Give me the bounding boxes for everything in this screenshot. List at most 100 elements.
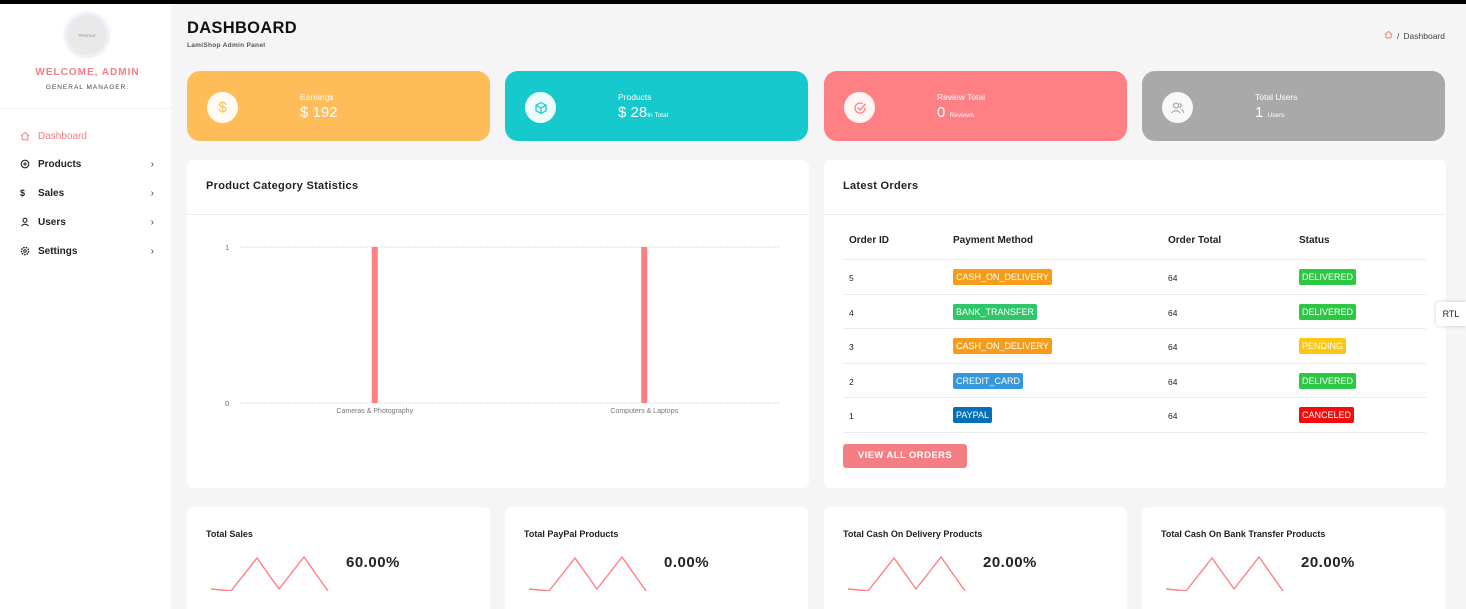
stat-value: $ 28In Total [618, 104, 669, 121]
total-sales-card: Total Sales 60.00% [187, 507, 490, 609]
panel-title: Latest Orders [843, 180, 919, 192]
dollar-icon: $ [207, 92, 238, 123]
avatar-text: PROFILE [78, 32, 96, 38]
panel-title: Product Category Statistics [206, 180, 359, 192]
order-total-cell: 64 [1168, 342, 1178, 352]
row-divider [843, 363, 1426, 364]
chevron-right-icon: › [150, 216, 154, 228]
rtl-toggle-button[interactable]: RTL [1436, 302, 1466, 326]
payment-method-badge: BANK_TRANSFER [953, 304, 1038, 320]
bank-transfer-products-card: Total Cash On Bank Transfer Products 20.… [1142, 507, 1445, 609]
status-badge: CANCELED [1299, 407, 1355, 423]
card-percent: 0.00% [664, 554, 710, 571]
card-percent: 20.00% [983, 554, 1037, 571]
sidebar-item-sales[interactable]: $ Sales › [20, 185, 158, 201]
sidebar-item-products[interactable]: Products › [20, 156, 158, 172]
home-icon[interactable] [1384, 30, 1393, 41]
row-divider [843, 259, 1426, 260]
panel-divider [824, 214, 1446, 215]
chevron-right-icon: › [150, 158, 154, 170]
home-icon [20, 131, 38, 141]
sidebar-item-label: Settings [38, 245, 78, 257]
sidebar-item-dashboard[interactable]: Dashboard [20, 128, 158, 144]
column-header-status[interactable]: Status [1299, 235, 1330, 246]
stat-value: 1 Users [1255, 104, 1285, 121]
order-id-cell: 5 [849, 273, 854, 283]
sparkline-chart [847, 555, 966, 591]
sidebar-item-settings[interactable]: Settings › [20, 243, 158, 259]
x-tick-label: Computers & Laptops [610, 408, 678, 415]
stat-value: 0 Reviews [937, 104, 975, 121]
sparkline-chart [528, 555, 647, 591]
order-total-cell: 64 [1168, 308, 1178, 318]
view-all-orders-button[interactable]: VIEW ALL ORDERS [843, 444, 967, 468]
avatar[interactable]: PROFILE [67, 15, 107, 55]
order-total-cell: 64 [1168, 411, 1178, 421]
card-percent: 20.00% [1301, 554, 1355, 571]
sparkline-chart [1165, 555, 1284, 591]
stat-suffix: In Total [647, 112, 669, 119]
order-id-cell: 4 [849, 308, 854, 318]
y-tick-label: 1 [225, 245, 229, 252]
column-header-order-id[interactable]: Order ID [849, 235, 890, 246]
latest-orders-panel: Latest Orders Order ID Payment Method Or… [824, 160, 1446, 488]
paypal-products-card: Total PayPal Products 0.00% [505, 507, 808, 609]
row-divider [843, 397, 1426, 398]
sidebar-item-label: Products [38, 158, 82, 170]
card-title: Total Cash On Delivery Products [843, 529, 983, 539]
card-title: Total Cash On Bank Transfer Products [1161, 529, 1326, 539]
x-tick-label: Cameras & Photography [336, 408, 413, 415]
status-badge: PENDING [1299, 338, 1347, 354]
column-header-payment-method[interactable]: Payment Method [953, 235, 1034, 246]
stat-value: $ 192 [300, 104, 338, 121]
app-frame: PROFILE WELCOME, ADMIN GENERAL MANAGER. … [0, 4, 1466, 609]
panel-divider [187, 214, 809, 215]
card-percent: 60.00% [346, 554, 400, 571]
status-badge: DELIVERED [1299, 304, 1357, 320]
row-divider [843, 294, 1426, 295]
breadcrumb: / Dashboard [1384, 30, 1445, 41]
products-card[interactable]: Products $ 28In Total [505, 71, 808, 141]
order-total-cell: 64 [1168, 273, 1178, 283]
stat-suffix: Reviews [949, 112, 975, 119]
sidebar-item-label: Dashboard [38, 130, 87, 142]
payment-method-badge: CASH_ON_DELIVERY [953, 269, 1052, 285]
cod-products-card: Total Cash On Delivery Products 20.00% [824, 507, 1127, 609]
sidebar-item-label: Users [38, 216, 66, 228]
payment-method-badge: CREDIT_CARD [953, 373, 1024, 389]
status-badge: DELIVERED [1299, 269, 1357, 285]
dollar-icon: $ [20, 188, 26, 198]
reviews-card[interactable]: Review Total 0 Reviews [824, 71, 1127, 141]
stat-label: Products [618, 92, 652, 102]
page-title: DASHBOARD [187, 19, 297, 37]
sidebar: PROFILE WELCOME, ADMIN GENERAL MANAGER. … [0, 4, 171, 609]
role-text: GENERAL MANAGER. [45, 84, 130, 91]
page-subtitle: LamiShop Admin Panel [187, 42, 266, 49]
chart-bar [641, 247, 648, 403]
order-id-cell: 1 [849, 411, 854, 421]
stat-suffix: Users [1267, 112, 1285, 119]
users-icon [1162, 92, 1193, 123]
gear-icon [20, 246, 38, 256]
row-divider [843, 328, 1426, 329]
column-header-order-total[interactable]: Order Total [1168, 235, 1222, 246]
cube-icon [525, 92, 556, 123]
stat-label: Total Users [1255, 92, 1298, 102]
users-card[interactable]: Total Users 1 Users [1142, 71, 1445, 141]
sidebar-divider [0, 108, 171, 109]
card-title: Total Sales [206, 529, 253, 539]
sidebar-item-users[interactable]: Users › [20, 214, 158, 230]
bar-chart: 0 1 Cameras & Photography Computers & Lapto… [225, 245, 779, 415]
y-tick-label: 0 [225, 401, 229, 408]
stat-label: Review Total [937, 92, 986, 102]
sparkline-chart [210, 555, 329, 591]
chevron-right-icon: › [150, 245, 154, 257]
row-divider [843, 432, 1426, 433]
check-circle-icon [844, 92, 875, 123]
category-stats-panel: Product Category Statistics 0 1 Cameras & … [187, 160, 809, 488]
order-total-cell: 64 [1168, 377, 1178, 387]
status-badge: DELIVERED [1299, 373, 1357, 389]
sidebar-item-label: Sales [38, 187, 65, 199]
order-id-cell: 2 [849, 377, 854, 387]
earnings-card[interactable]: $ Earnings $ 192 [187, 71, 490, 141]
